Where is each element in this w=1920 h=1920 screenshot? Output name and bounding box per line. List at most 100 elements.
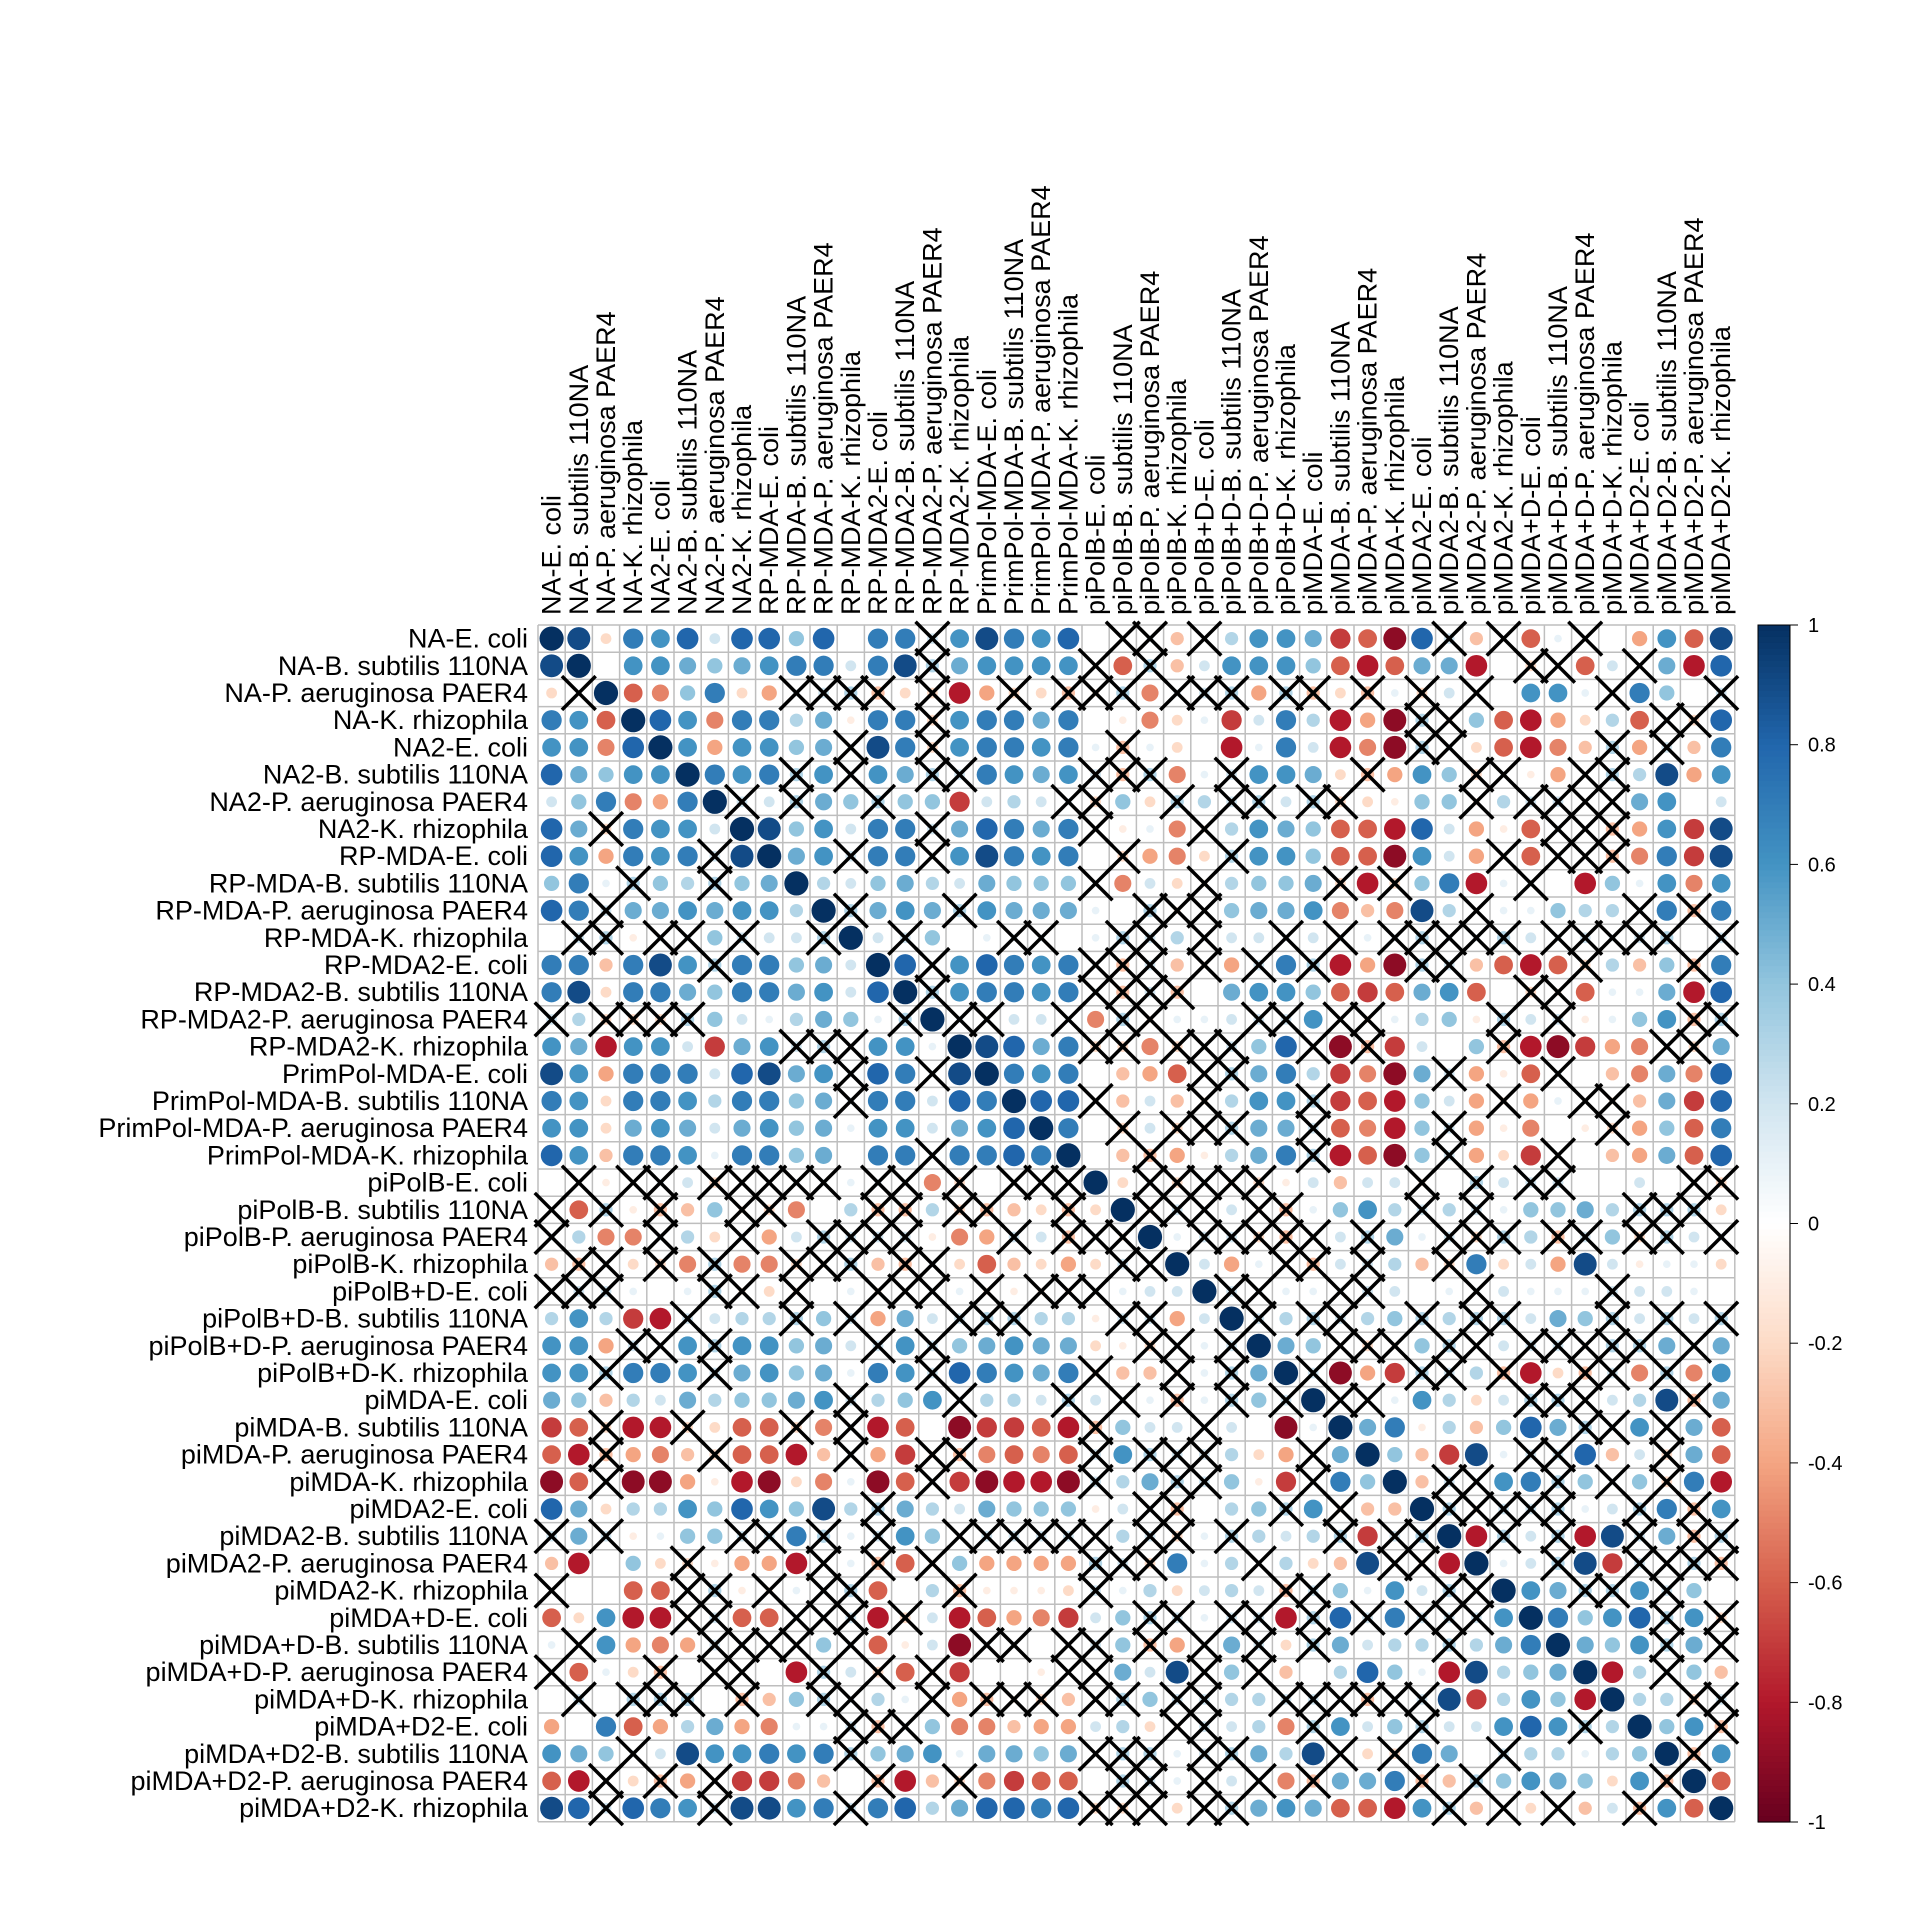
correlation-point (762, 1311, 776, 1326)
correlation-point (621, 708, 646, 733)
insignificant-cross (1567, 838, 1604, 875)
correlation-point (710, 1477, 719, 1486)
correlation-point (623, 982, 644, 1003)
correlation-point (1685, 1418, 1703, 1436)
correlation-point (815, 1092, 833, 1110)
colorbar-swatch (1758, 1181, 1790, 1189)
colorbar-swatch (1758, 1139, 1790, 1147)
correlation-point (788, 630, 805, 647)
correlation-point (1656, 900, 1677, 921)
colorbar-swatch (1758, 1217, 1790, 1225)
row-label: piMDA-B. subtilis 110NA (234, 1412, 528, 1442)
correlation-point (1389, 1285, 1401, 1297)
correlation-point (1659, 957, 1675, 973)
column-label: piPolB+D-B. subtilis 110NA (1217, 289, 1247, 615)
correlation-point (1418, 1423, 1426, 1432)
colorbar-swatch (1758, 1696, 1790, 1703)
insignificant-cross (1023, 1518, 1060, 1555)
colorbar-swatch (1758, 678, 1790, 686)
colorbar-tick-label: 1 (1808, 615, 1819, 637)
correlation-point (678, 819, 697, 839)
correlation-point (1362, 796, 1374, 808)
correlation-point (1090, 1721, 1102, 1733)
correlation-point (1304, 766, 1322, 784)
correlation-point (1498, 1340, 1510, 1352)
insignificant-cross (995, 1300, 1033, 1337)
correlation-point (899, 687, 911, 699)
correlation-point (1573, 1551, 1597, 1575)
correlation-point (1390, 689, 1399, 697)
correlation-point (787, 1772, 805, 1790)
colorbar-swatch (1758, 1355, 1790, 1362)
correlation-point (1606, 1775, 1618, 1787)
column-label: piPolB+D-K. rhizophila (1271, 343, 1301, 615)
correlation-point (1007, 1257, 1021, 1271)
correlation-point (678, 1363, 697, 1383)
insignificant-cross (1539, 1164, 1577, 1201)
correlation-point (1712, 1038, 1730, 1056)
column-label: piMDA+D-P. aeruginosa PAER4 (1570, 233, 1600, 615)
correlation-point (704, 764, 725, 785)
insignificant-cross (1403, 946, 1441, 984)
correlation-point (1032, 1038, 1050, 1056)
correlation-point (867, 1062, 889, 1085)
correlation-point (977, 1254, 997, 1274)
correlation-point (1575, 656, 1595, 676)
correlation-point (1385, 656, 1405, 676)
correlation-point (1279, 1556, 1293, 1571)
correlation-point (1090, 1204, 1102, 1216)
insignificant-cross (1349, 1218, 1386, 1256)
correlation-point (1441, 766, 1457, 783)
row-label: piPolB-K. rhizophila (292, 1249, 529, 1279)
colorbar-swatch (1758, 1319, 1790, 1326)
correlation-point (1032, 711, 1050, 729)
correlation-point (1686, 1664, 1702, 1680)
correlation-point (1684, 1118, 1704, 1138)
correlation-point (1360, 903, 1375, 918)
insignificant-cross (723, 1273, 761, 1310)
correlation-point (1518, 1605, 1543, 1630)
correlation-point (901, 1641, 910, 1649)
correlation-point (678, 901, 697, 920)
correlation-point (1328, 1035, 1352, 1059)
correlation-point (567, 1797, 590, 1820)
insignificant-cross (1295, 1110, 1332, 1147)
correlation-point (759, 738, 779, 757)
insignificant-cross (914, 1436, 951, 1473)
insignificant-cross (1322, 1490, 1359, 1528)
correlation-point (622, 1606, 645, 1629)
insignificant-cross (1186, 1218, 1223, 1256)
correlation-point (1383, 1797, 1406, 1820)
insignificant-cross (1512, 1164, 1549, 1201)
correlation-point (954, 1258, 966, 1270)
correlation-point (838, 925, 863, 950)
correlation-point (1573, 1252, 1597, 1276)
correlation-point (652, 1718, 669, 1735)
correlation-point (1198, 1585, 1210, 1597)
correlation-point (1498, 1258, 1510, 1270)
correlation-point (1465, 1525, 1488, 1548)
correlation-point (599, 958, 613, 972)
correlation-point (1037, 1586, 1046, 1595)
correlation-point (1383, 1090, 1406, 1112)
insignificant-cross (995, 674, 1033, 712)
row-label: piMDA+D-B. subtilis 110NA (199, 1630, 528, 1660)
correlation-point (815, 956, 833, 974)
correlation-point (1575, 1036, 1596, 1057)
colorbar-swatch (1758, 1097, 1790, 1105)
correlation-point (1494, 738, 1513, 757)
correlation-point (570, 820, 588, 838)
insignificant-cross (1349, 1028, 1386, 1065)
correlation-point (896, 874, 914, 892)
correlation-point (759, 1118, 779, 1138)
insignificant-cross (778, 783, 815, 820)
correlation-point (867, 1416, 889, 1439)
correlation-point (649, 709, 672, 732)
correlation-point (654, 1557, 666, 1569)
correlation-point (1574, 872, 1597, 895)
correlation-point (1197, 795, 1212, 809)
correlation-point (1059, 1745, 1077, 1763)
correlation-point (895, 1554, 915, 1573)
correlation-point (951, 1338, 968, 1354)
correlation-point (1606, 1503, 1618, 1515)
